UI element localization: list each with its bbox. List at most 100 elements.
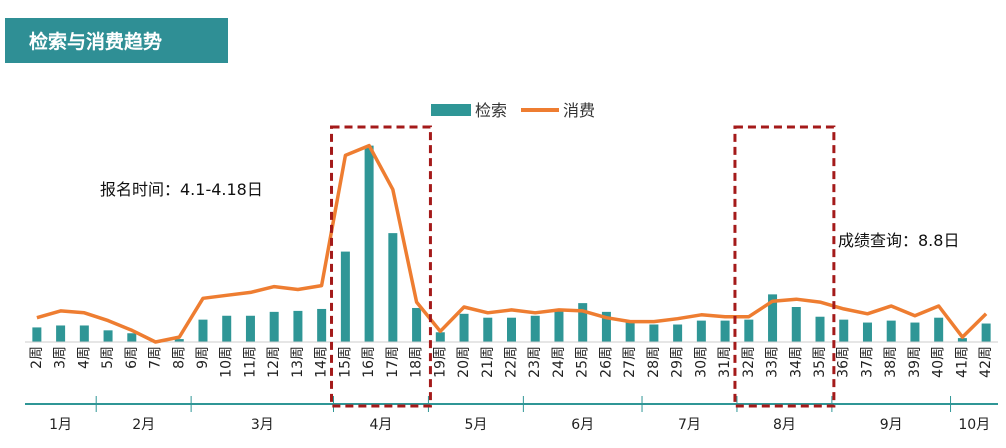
month-label-5月: 5月: [464, 417, 487, 433]
page-title: 检索与消费趋势: [29, 31, 163, 53]
bar-search-12周: [269, 311, 279, 342]
tick-label-18周: 18周: [409, 346, 425, 378]
tick-label-36周: 36周: [836, 346, 852, 378]
tick-label-23周: 23周: [527, 346, 543, 378]
bar-search-13周: [293, 310, 303, 342]
tick-label-19周: 19周: [432, 346, 448, 378]
highlight-box-registration-period: [330, 125, 432, 408]
tick-label-3周: 3周: [53, 346, 69, 369]
bar-search-38周: [886, 320, 896, 342]
bar-search-40周: [934, 317, 944, 342]
bar-search-18周: [412, 307, 422, 342]
bar-search-26周: [601, 311, 611, 342]
tick-label-27周: 27周: [622, 346, 638, 378]
bar-search-35周: [815, 316, 825, 342]
bar-search-23周: [530, 315, 540, 342]
tick-label-10周: 10周: [219, 346, 235, 378]
tick-label-37周: 37周: [859, 346, 875, 378]
bar-search-25周: [578, 303, 588, 342]
bar-search-11周: [245, 315, 255, 342]
tick-label-40周: 40周: [931, 346, 947, 378]
tick-label-13周: 13周: [290, 346, 306, 378]
tick-label-22周: 22周: [504, 346, 520, 378]
bar-search-2周: [32, 327, 42, 342]
month-label-3月: 3月: [251, 417, 274, 433]
bar-search-19周: [435, 332, 445, 342]
bar-search-17周: [388, 233, 398, 342]
tick-label-38周: 38周: [883, 346, 899, 378]
tick-label-4周: 4周: [76, 346, 92, 369]
tick-label-33周: 33周: [765, 346, 781, 378]
bar-search-41周: [957, 338, 967, 342]
tick-label-31周: 31周: [717, 346, 733, 378]
bar-search-22周: [507, 317, 516, 342]
tick-label-41周: 41周: [954, 346, 970, 378]
score-query-annotation: 成绩查询：8.8日: [838, 231, 960, 250]
legend-label-search: 检索: [475, 101, 507, 120]
line-consumption: [36, 143, 988, 344]
bar-search-10周: [222, 315, 232, 342]
bar-search-24周: [554, 309, 564, 342]
tick-label-21周: 21周: [480, 346, 496, 378]
bar-search-21周: [483, 317, 493, 342]
bar-search-27周: [625, 320, 635, 342]
bar-search-8周: [174, 339, 184, 342]
month-label-8月: 8月: [773, 417, 796, 433]
bar-search-36周: [839, 319, 849, 342]
month-label-2月: 2月: [132, 417, 155, 433]
tick-label-25周: 25周: [575, 346, 591, 378]
registration-period-annotation: 报名时间：4.1-4.18日: [100, 180, 263, 199]
bar-search-9周: [198, 319, 208, 342]
bar-search-15周: [340, 251, 350, 342]
tick-label-11周: 11周: [242, 346, 258, 378]
tick-label-17周: 17周: [385, 346, 401, 378]
bar-search-32周: [744, 319, 754, 342]
bar-search-42周: [981, 323, 991, 342]
tick-label-26周: 26周: [598, 346, 614, 378]
bar-search-33周: [768, 294, 778, 342]
tick-label-5周: 5周: [100, 346, 116, 369]
tick-label-7周: 7周: [148, 346, 164, 369]
legend-label-consumption: 消费: [563, 101, 595, 120]
tick-label-32周: 32周: [741, 346, 757, 378]
bar-search-39周: [910, 322, 920, 342]
bar-search-20周: [459, 313, 469, 342]
tick-label-28周: 28周: [646, 346, 662, 378]
tick-label-6周: 6周: [124, 346, 140, 369]
chart-title-banner: 检索与消费趋势: [5, 18, 228, 63]
tick-label-8周: 8周: [171, 346, 187, 369]
legend-swatch-search: [431, 104, 471, 116]
tick-label-39周: 39周: [907, 346, 923, 378]
month-label-1月: 1月: [49, 417, 72, 433]
month-label-6月: 6月: [571, 417, 594, 433]
bar-search-37周: [862, 322, 872, 342]
highlight-box-score-query-period: [733, 125, 836, 408]
tick-label-15周: 15周: [337, 346, 353, 378]
tick-label-42周: 42周: [978, 346, 994, 378]
tick-label-9周: 9周: [195, 346, 211, 369]
bar-search-3周: [56, 325, 66, 342]
bar-search-34周: [791, 307, 801, 342]
tick-label-12周: 12周: [266, 346, 282, 378]
month-label-10月: 10月: [958, 417, 990, 433]
tick-label-16周: 16周: [361, 346, 377, 378]
month-label-4月: 4月: [370, 417, 393, 433]
bar-search-30周: [696, 320, 706, 342]
tick-label-30周: 30周: [693, 346, 709, 378]
tick-label-14周: 14周: [314, 346, 330, 378]
bar-search-5周: [103, 330, 113, 342]
tick-label-2周: 2周: [29, 346, 45, 369]
tick-label-34周: 34周: [788, 346, 804, 378]
month-label-7月: 7月: [678, 417, 701, 433]
month-label-9月: 9月: [880, 417, 903, 433]
bar-search-29周: [673, 324, 683, 342]
bar-search-16周: [364, 145, 374, 342]
bar-search-4周: [79, 325, 89, 342]
bar-search-14周: [317, 308, 327, 342]
bar-search-31周: [720, 320, 730, 342]
bar-search-6周: [127, 333, 137, 342]
bar-search-28周: [649, 324, 659, 342]
tick-label-20周: 20周: [456, 346, 472, 378]
tick-label-24周: 24周: [551, 346, 567, 378]
